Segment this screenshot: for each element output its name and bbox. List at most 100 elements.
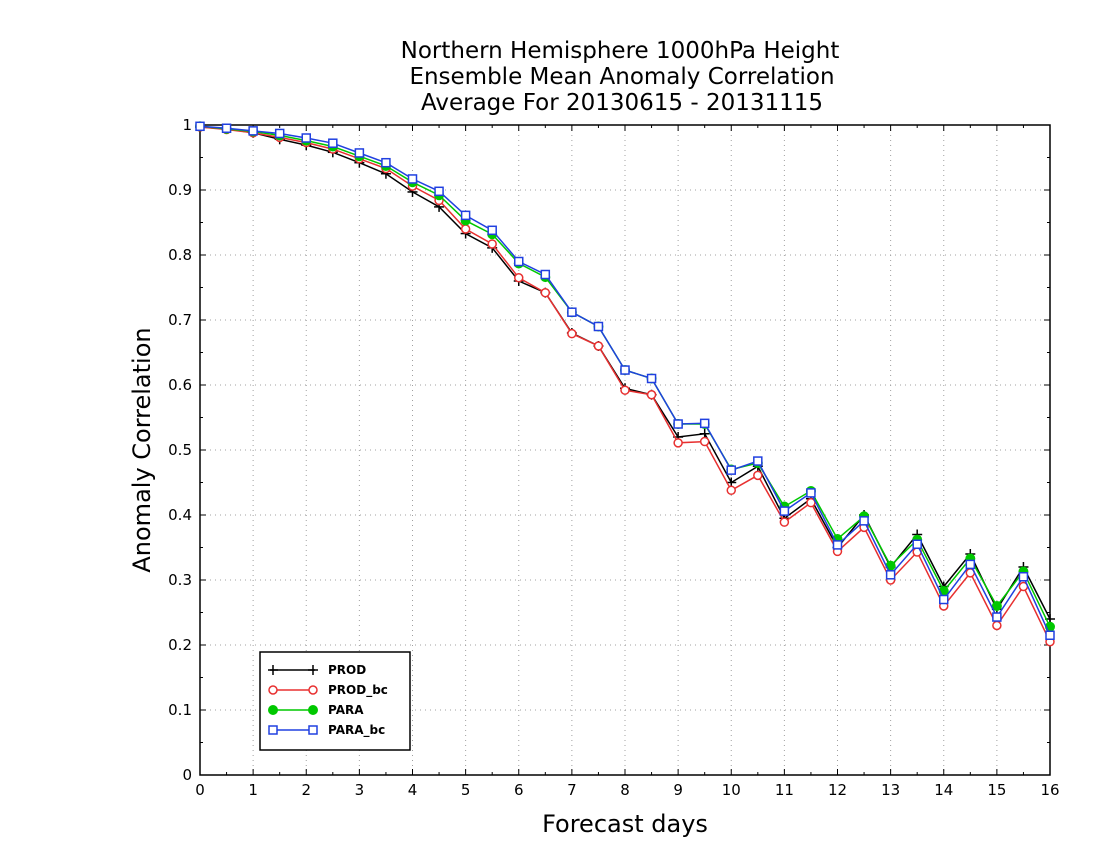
data-point-para-bc [301,133,311,143]
data-point-para-bc [699,418,710,429]
x-tick-label: 1 [248,781,258,799]
data-point-prod-bc [806,497,816,508]
legend-label-para: PARA [328,703,364,717]
y-tick-label: 0.1 [168,701,192,719]
data-point-para-bc [221,123,232,133]
x-tick-label: 6 [514,781,524,799]
legend-label-prod-bc: PROD_bc [328,683,388,698]
x-tick-label: 15 [987,781,1006,799]
x-tick-label: 14 [934,781,953,799]
legend-label-prod: PROD [328,663,366,677]
data-point-para-bc [248,126,258,136]
data-point-para-bc [620,365,630,375]
data-point-prod-bc [567,328,577,339]
data-point-prod-bc [992,620,1002,631]
y-axis-label: Anomaly Correlation [128,327,156,572]
data-point-para-bc [992,612,1002,622]
y-tick-label: 0.6 [168,376,192,394]
data-point-prod-bc [593,341,604,351]
data-point-para-bc [646,373,657,384]
data-point-para-bc [434,186,444,197]
data-point-para-bc [354,148,365,158]
data-point-para-bc [540,269,551,280]
data-point-para-bc [274,128,285,139]
axis-ticks: 0 1 2 3 4 5 6 7 8 9 10 11 12 13 14 15 1600.10.20.30.40.5… [168,116,1059,799]
x-tick-label: 7 [567,781,577,799]
legend-marker-para-bc [268,725,278,735]
data-point-prod-bc [726,485,736,496]
y-tick-label: 0.7 [168,311,192,329]
data-point-para-bc [832,540,843,550]
x-tick-label: 11 [775,781,794,799]
y-tick-label: 1 [182,116,192,134]
data-point-para-bc [407,174,418,184]
grid [200,125,1050,775]
legend-label-para-bc: PARA_bc [328,723,385,738]
series-line-para [199,125,1051,628]
legend-marker-para-bc [308,725,318,735]
data-point-prod-bc [779,517,790,527]
y-tick-label: 0.3 [168,571,192,589]
data-point-para-bc [1045,630,1055,640]
x-tick-label: 5 [461,781,471,799]
data-point-para-bc [859,516,869,526]
data-point-para-bc [460,210,471,221]
y-tick-label: 0.2 [168,636,192,654]
y-tick-label: 0.4 [168,506,192,524]
legend-marker-prod-bc [268,685,278,695]
x-tick-label: 16 [1040,781,1059,799]
data-point-prod-bc [487,239,497,249]
data-point-para-bc [487,225,497,236]
data-point-para-bc [514,256,524,267]
data-point-para-bc [381,157,391,168]
legend-marker-para [268,705,278,715]
data-point-prod-bc [753,470,763,481]
x-tick-label: 9 [673,781,683,799]
data-point-para-bc [965,559,976,570]
data-point-para [991,601,1002,611]
data-point-prod-bc [646,390,657,400]
data-point-prod-bc [514,273,524,283]
legend-marker-prod-bc [308,685,318,695]
x-tick-label: 8 [620,781,630,799]
title-line-2: Ensemble Mean Anomaly Correlation [409,64,834,90]
data-series [195,121,1055,647]
series-para-bc [195,121,1055,640]
data-point-prod-bc [540,287,551,298]
legend-marker-para [308,705,318,715]
chart-title: Northern Hemisphere 1000hPa Height Ensem… [401,38,840,116]
y-tick-label: 0.5 [168,441,192,459]
x-tick-label: 0 [195,781,205,799]
data-point-para-bc [673,419,683,429]
x-tick-label: 13 [881,781,900,799]
legend: PROD PROD_bc PARA PARA_bc [259,651,411,751]
x-tick-label: 3 [355,781,365,799]
y-tick-label: 0.9 [168,181,192,199]
data-point-prod-bc [699,436,710,447]
data-point-para-bc [912,539,922,549]
y-tick-label: 0.8 [168,246,192,264]
data-point-para-bc [328,138,338,148]
data-point-para-bc [806,488,816,498]
legend-box [259,651,411,751]
data-point-prod-bc [673,438,683,448]
data-point-para-bc [567,307,577,317]
data-point-para-bc [779,506,790,516]
data-point-prod-bc [460,224,471,234]
y-tick-label: 0 [182,766,192,784]
x-tick-label: 4 [408,781,418,799]
data-point-para-bc [939,594,949,605]
x-tick-label: 2 [301,781,311,799]
title-line-1: Northern Hemisphere 1000hPa Height [401,38,840,64]
title-line-3: Average For 20130615 - 20131115 [421,90,823,116]
x-tick-label: 12 [828,781,847,799]
data-point-prod-bc [620,385,630,395]
data-point-para-bc [593,321,604,332]
data-point-para-bc [726,465,736,475]
data-point-para-bc [885,570,896,580]
data-point-para-bc [1018,572,1029,582]
x-axis-label: Forecast days [542,810,708,838]
data-point-para-bc [753,456,763,466]
data-point-para-bc [195,121,205,132]
